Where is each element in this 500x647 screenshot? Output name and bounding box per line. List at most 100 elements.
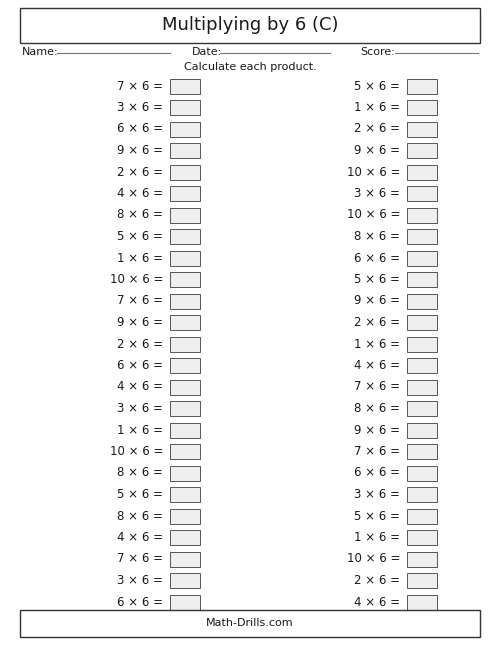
Text: 3 × 6 =: 3 × 6 = <box>354 488 400 501</box>
Text: 5 × 6 =: 5 × 6 = <box>354 509 400 523</box>
Bar <box>407 444 437 459</box>
Text: 9 × 6 =: 9 × 6 = <box>354 294 400 307</box>
Text: 8 × 6 =: 8 × 6 = <box>117 208 163 221</box>
Bar <box>170 208 200 223</box>
Text: 9 × 6 =: 9 × 6 = <box>117 144 163 157</box>
Bar <box>407 143 437 158</box>
Bar <box>170 551 200 567</box>
Bar <box>170 422 200 437</box>
Bar <box>170 294 200 309</box>
Text: 6 × 6 =: 6 × 6 = <box>117 595 163 608</box>
Bar <box>407 186 437 201</box>
Bar <box>170 401 200 416</box>
Bar <box>20 610 480 637</box>
Text: 3 × 6 =: 3 × 6 = <box>117 402 163 415</box>
Bar <box>170 100 200 115</box>
Bar <box>407 122 437 137</box>
Text: 1 × 6 =: 1 × 6 = <box>354 531 400 544</box>
Text: Name:: Name: <box>22 47 59 57</box>
Bar <box>407 358 437 373</box>
Text: 1 × 6 =: 1 × 6 = <box>354 101 400 114</box>
Bar <box>170 122 200 137</box>
Text: Math-Drills.com: Math-Drills.com <box>206 619 294 628</box>
Text: 1 × 6 =: 1 × 6 = <box>354 338 400 351</box>
Text: Score:: Score: <box>360 47 395 57</box>
Text: 10 × 6 =: 10 × 6 = <box>110 273 163 286</box>
Bar <box>170 530 200 545</box>
Text: 9 × 6 =: 9 × 6 = <box>354 424 400 437</box>
Text: 10 × 6 =: 10 × 6 = <box>346 208 400 221</box>
Text: Multiplying by 6 (C): Multiplying by 6 (C) <box>162 17 338 34</box>
Text: 5 × 6 =: 5 × 6 = <box>354 273 400 286</box>
Bar <box>170 465 200 481</box>
Text: 7 × 6 =: 7 × 6 = <box>354 445 400 458</box>
Bar <box>170 186 200 201</box>
Text: 2 × 6 =: 2 × 6 = <box>117 338 163 351</box>
Text: 8 × 6 =: 8 × 6 = <box>354 230 400 243</box>
Bar <box>407 509 437 523</box>
Text: 7 × 6 =: 7 × 6 = <box>117 553 163 565</box>
Bar <box>407 208 437 223</box>
Bar <box>407 595 437 609</box>
Text: 1 × 6 =: 1 × 6 = <box>117 424 163 437</box>
Bar <box>170 509 200 523</box>
Text: 2 × 6 =: 2 × 6 = <box>354 122 400 135</box>
Text: 4 × 6 =: 4 × 6 = <box>117 531 163 544</box>
Text: 6 × 6 =: 6 × 6 = <box>117 122 163 135</box>
Text: 8 × 6 =: 8 × 6 = <box>354 402 400 415</box>
Text: 6 × 6 =: 6 × 6 = <box>117 359 163 372</box>
Text: 3 × 6 =: 3 × 6 = <box>117 101 163 114</box>
Bar <box>170 272 200 287</box>
Bar <box>170 380 200 395</box>
Bar <box>170 595 200 609</box>
Bar <box>407 336 437 351</box>
Bar <box>407 229 437 244</box>
Bar <box>407 100 437 115</box>
Text: 8 × 6 =: 8 × 6 = <box>117 509 163 523</box>
Bar <box>407 530 437 545</box>
Bar <box>170 315 200 330</box>
Text: 10 × 6 =: 10 × 6 = <box>110 445 163 458</box>
Bar <box>170 78 200 94</box>
Text: 9 × 6 =: 9 × 6 = <box>117 316 163 329</box>
Bar <box>407 78 437 94</box>
Bar <box>407 272 437 287</box>
Bar <box>170 358 200 373</box>
Text: 5 × 6 =: 5 × 6 = <box>117 230 163 243</box>
Bar <box>170 250 200 265</box>
Text: 7 × 6 =: 7 × 6 = <box>117 80 163 93</box>
Text: 7 × 6 =: 7 × 6 = <box>117 294 163 307</box>
Bar <box>407 465 437 481</box>
Bar <box>170 164 200 179</box>
Bar <box>407 551 437 567</box>
Bar <box>170 573 200 588</box>
Bar <box>407 250 437 265</box>
Bar <box>407 422 437 437</box>
Text: 1 × 6 =: 1 × 6 = <box>117 252 163 265</box>
Text: 3 × 6 =: 3 × 6 = <box>117 574 163 587</box>
Bar <box>407 401 437 416</box>
Text: 4 × 6 =: 4 × 6 = <box>354 359 400 372</box>
Text: 8 × 6 =: 8 × 6 = <box>117 466 163 479</box>
Text: Date:: Date: <box>192 47 222 57</box>
Bar <box>407 164 437 179</box>
Text: 5 × 6 =: 5 × 6 = <box>117 488 163 501</box>
Bar <box>170 336 200 351</box>
Text: Calculate each product.: Calculate each product. <box>184 62 316 72</box>
Bar <box>170 444 200 459</box>
Text: 10 × 6 =: 10 × 6 = <box>346 166 400 179</box>
Text: 7 × 6 =: 7 × 6 = <box>354 380 400 393</box>
Text: 4 × 6 =: 4 × 6 = <box>117 187 163 200</box>
Bar <box>407 380 437 395</box>
Bar <box>407 294 437 309</box>
Bar <box>407 573 437 588</box>
Text: 6 × 6 =: 6 × 6 = <box>354 252 400 265</box>
Bar <box>170 487 200 502</box>
Bar <box>20 8 480 43</box>
Text: 2 × 6 =: 2 × 6 = <box>354 316 400 329</box>
Bar <box>170 143 200 158</box>
Text: 5 × 6 =: 5 × 6 = <box>354 80 400 93</box>
Text: 9 × 6 =: 9 × 6 = <box>354 144 400 157</box>
Text: 4 × 6 =: 4 × 6 = <box>117 380 163 393</box>
Bar <box>407 315 437 330</box>
